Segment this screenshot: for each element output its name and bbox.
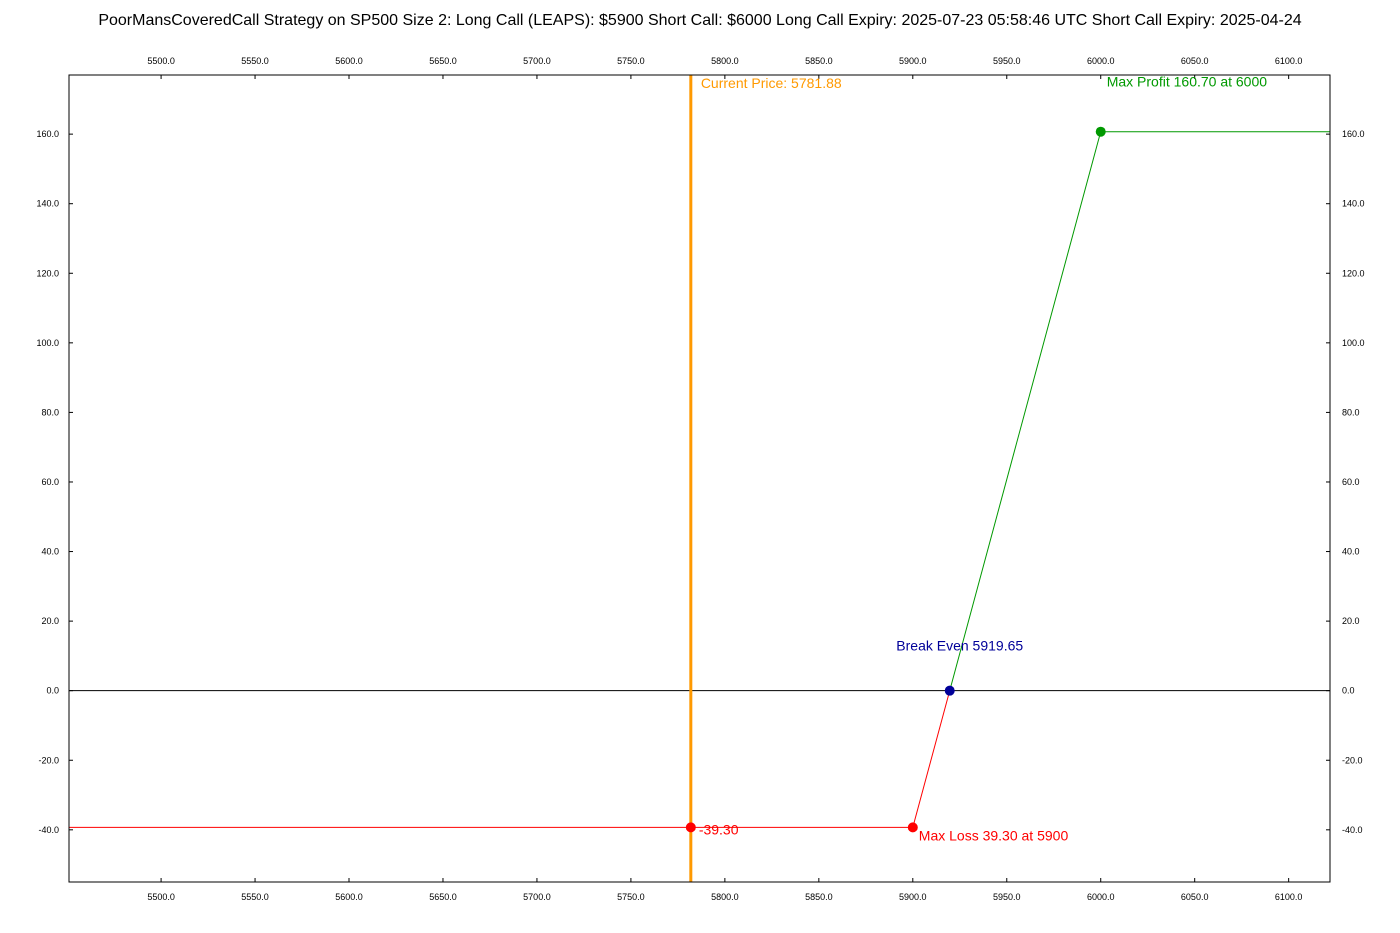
y-tick-label-left: 20.0 bbox=[41, 616, 59, 626]
chart-title: PoorMansCoveredCall Strategy on SP500 Si… bbox=[98, 12, 1302, 29]
x-tick-label-top: 5800.0 bbox=[711, 56, 739, 66]
max-loss-label: Max Loss 39.30 at 5900 bbox=[919, 827, 1069, 843]
x-tick-label-top: 5850.0 bbox=[805, 56, 833, 66]
x-tick-label-bottom: 5950.0 bbox=[993, 892, 1021, 902]
y-tick-label-right: 40.0 bbox=[1342, 547, 1360, 557]
x-tick-label-top: 6050.0 bbox=[1181, 56, 1209, 66]
y-tick-label-right: 60.0 bbox=[1342, 477, 1360, 487]
y-tick-label-right: 20.0 bbox=[1342, 616, 1360, 626]
loss-segment-line bbox=[69, 690, 951, 828]
x-tick-label-top: 5750.0 bbox=[617, 56, 645, 66]
y-tick-label-right: 100.0 bbox=[1342, 338, 1365, 348]
x-tick-label-top: 6000.0 bbox=[1087, 56, 1115, 66]
current-price-label: Current Price: 5781.88 bbox=[701, 75, 842, 91]
y-tick-label-left: -40.0 bbox=[38, 825, 59, 835]
y-tick-label-right: -20.0 bbox=[1342, 755, 1363, 765]
x-tick-label-top: 5700.0 bbox=[523, 56, 551, 66]
y-tick-label-right: 140.0 bbox=[1342, 199, 1365, 209]
x-tick-label-bottom: 6000.0 bbox=[1087, 892, 1115, 902]
profit-segment-line bbox=[949, 131, 1330, 691]
current-price-loss-point bbox=[685, 822, 696, 833]
break-even-point bbox=[944, 685, 955, 696]
x-tick-label-top: 5550.0 bbox=[241, 56, 269, 66]
y-tick-label-right: 160.0 bbox=[1342, 129, 1365, 139]
y-tick-label-right: 120.0 bbox=[1342, 268, 1365, 278]
y-tick-label-left: 100.0 bbox=[36, 338, 59, 348]
x-tick-label-bottom: 5700.0 bbox=[523, 892, 551, 902]
x-tick-label-bottom: 6100.0 bbox=[1275, 892, 1303, 902]
x-tick-label-top: 5900.0 bbox=[899, 56, 927, 66]
y-tick-label-left: 40.0 bbox=[41, 547, 59, 557]
x-tick-label-top: 5650.0 bbox=[429, 56, 457, 66]
y-tick-label-left: -20.0 bbox=[38, 755, 59, 765]
max-loss-point bbox=[907, 822, 918, 833]
x-tick-label-bottom: 5550.0 bbox=[241, 892, 269, 902]
y-tick-label-left: 80.0 bbox=[41, 407, 59, 417]
y-tick-label-left: 160.0 bbox=[36, 129, 59, 139]
x-tick-label-bottom: 5800.0 bbox=[711, 892, 739, 902]
max-profit-point bbox=[1095, 126, 1106, 137]
break-even-label: Break Even 5919.65 bbox=[896, 638, 1023, 654]
x-tick-label-bottom: 5650.0 bbox=[429, 892, 457, 902]
x-tick-label-top: 6100.0 bbox=[1275, 56, 1303, 66]
x-tick-label-bottom: 6050.0 bbox=[1181, 892, 1209, 902]
max-profit-label: Max Profit 160.70 at 6000 bbox=[1107, 74, 1268, 90]
x-tick-label-bottom: 5500.0 bbox=[147, 892, 175, 902]
x-tick-label-bottom: 5850.0 bbox=[805, 892, 833, 902]
y-tick-label-left: 60.0 bbox=[41, 477, 59, 487]
x-tick-label-bottom: 5600.0 bbox=[335, 892, 363, 902]
y-tick-label-right: 0.0 bbox=[1342, 686, 1355, 696]
x-tick-label-top: 5950.0 bbox=[993, 56, 1021, 66]
y-tick-label-left: 140.0 bbox=[36, 199, 59, 209]
y-tick-label-left: 0.0 bbox=[46, 686, 59, 696]
current-price-loss-label: -39.30 bbox=[699, 821, 739, 837]
x-tick-label-top: 5500.0 bbox=[147, 56, 175, 66]
x-tick-label-bottom: 5900.0 bbox=[899, 892, 927, 902]
y-tick-label-right: -40.0 bbox=[1342, 825, 1363, 835]
x-tick-label-top: 5600.0 bbox=[335, 56, 363, 66]
x-tick-label-bottom: 5750.0 bbox=[617, 892, 645, 902]
y-tick-label-left: 120.0 bbox=[36, 268, 59, 278]
plot-frame bbox=[68, 74, 1331, 883]
y-tick-label-right: 80.0 bbox=[1342, 407, 1360, 417]
